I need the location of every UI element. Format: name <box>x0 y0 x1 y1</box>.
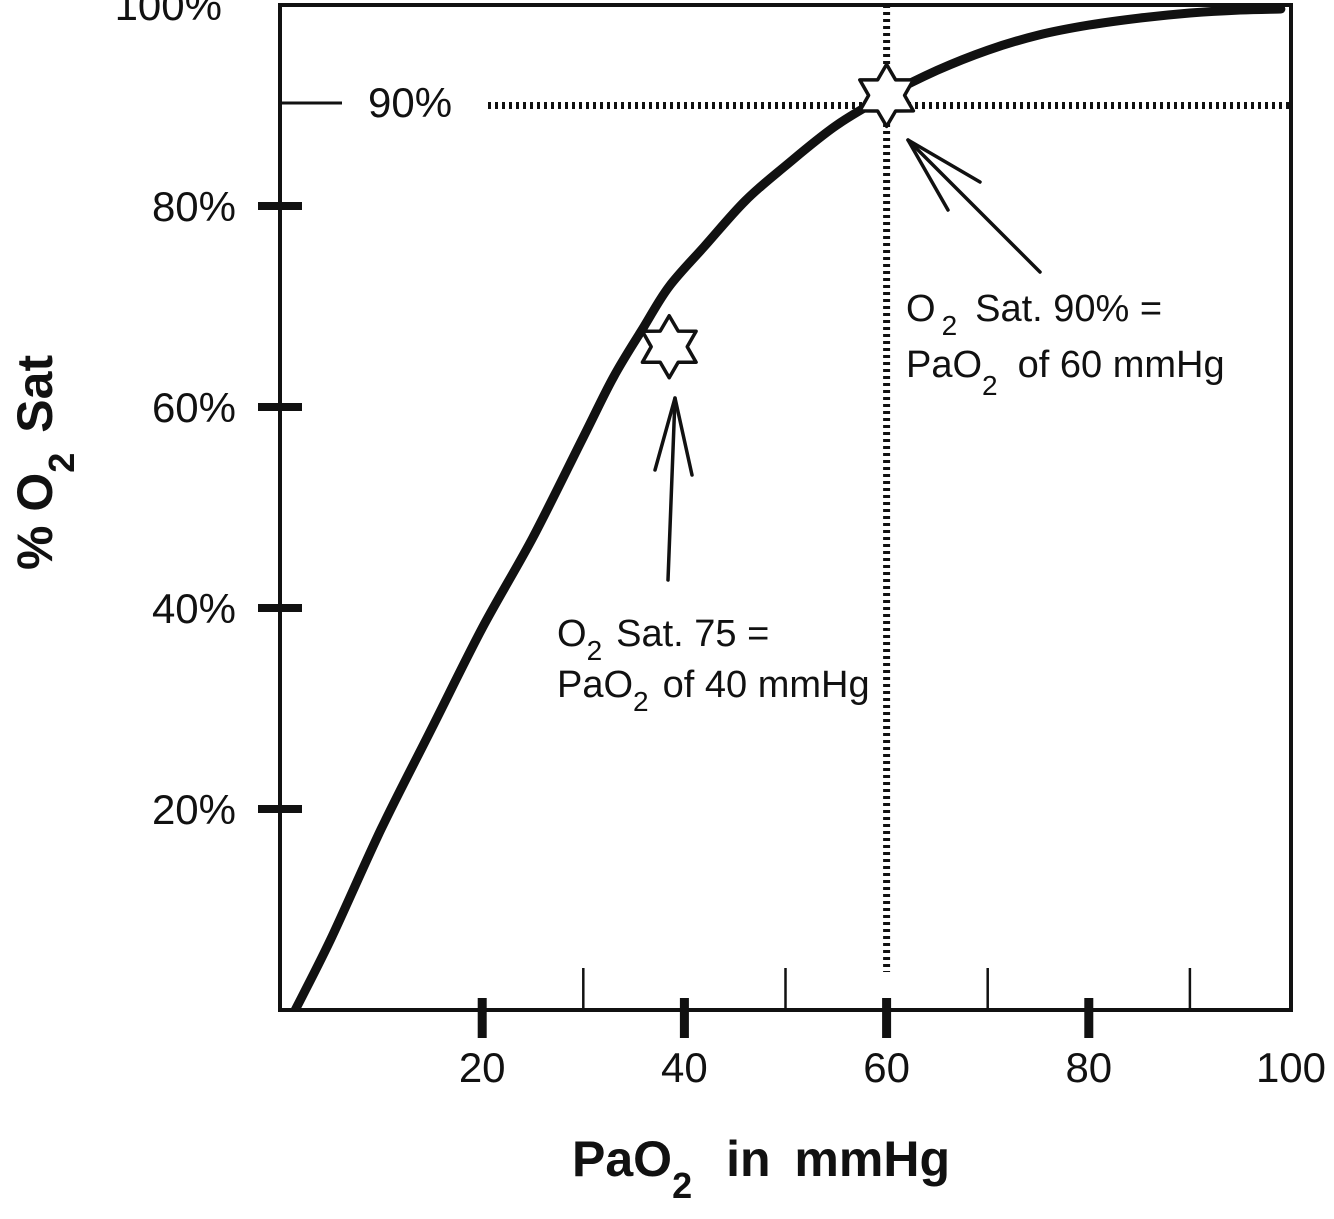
y-tick-label: 20% <box>152 786 236 833</box>
reference-lines <box>488 5 1291 972</box>
ref-90-label: 90% <box>368 79 452 126</box>
annotation-60-line2: PaO2 of 60 mmHg <box>906 344 1225 401</box>
x-tick-label: 40 <box>661 1044 708 1091</box>
x-tick-label: 80 <box>1065 1044 1112 1091</box>
plot-frame <box>278 3 1293 1012</box>
star-40-marker <box>640 313 698 380</box>
x-tick-label: 60 <box>863 1044 910 1091</box>
arrow-to-star-60 <box>906 138 1042 274</box>
y-tick-label: 60% <box>152 384 236 431</box>
annotation-40-line2: PaO2 of 40 mmHg <box>557 664 870 717</box>
series-layer <box>290 5 1286 1010</box>
x-axis-title: PaO2 in mmHg <box>572 1131 950 1206</box>
annotation-40-line1: O2 Sat. 75 = <box>557 613 769 666</box>
annotation-60-line1: O 2 Sat. 90% = <box>906 288 1162 341</box>
y-axis-ticks: 20% 40% 60% 80% 100% <box>115 0 302 833</box>
arrow-to-star-40 <box>653 396 694 582</box>
y-axis-title: % O2Sat <box>7 355 82 570</box>
y-tick-label: 80% <box>152 183 236 230</box>
marker-layer <box>640 62 916 380</box>
star-60-marker <box>858 62 916 129</box>
dissociation-curve <box>290 5 1286 1010</box>
annotation-60-backing <box>900 280 1280 390</box>
x-tick-label: 20 <box>459 1044 506 1091</box>
y-tick-label: 40% <box>152 585 236 632</box>
x-axis-ticks: 20 40 60 80 100 <box>459 968 1326 1091</box>
y-tick-label: 100% <box>115 0 222 29</box>
x-tick-label: 100 <box>1256 1044 1326 1091</box>
